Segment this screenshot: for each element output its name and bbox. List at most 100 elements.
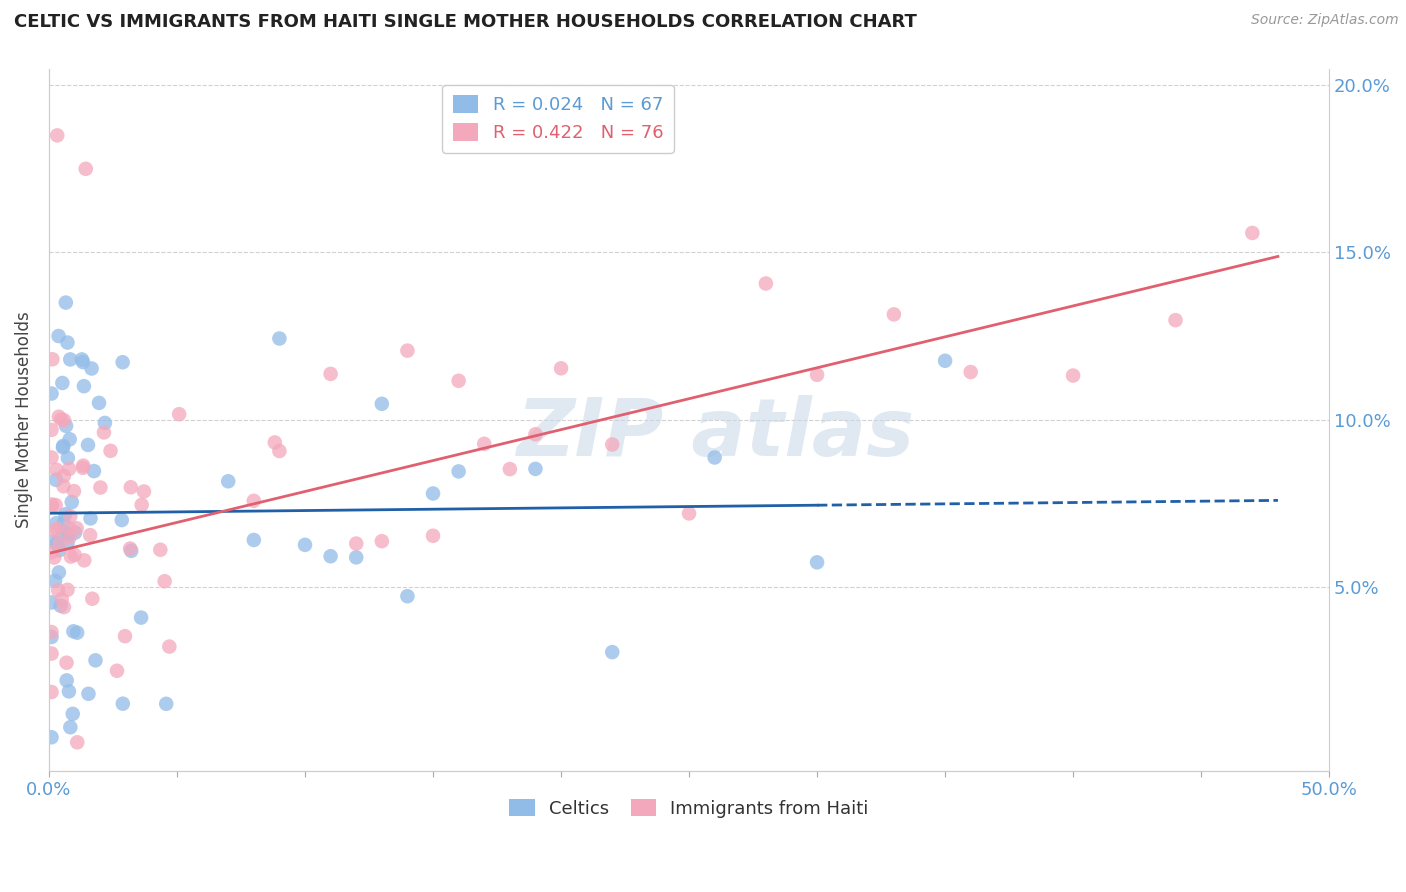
Point [73, 553, 96, 567]
Point [294, 538, 316, 552]
Point [48, 566, 70, 580]
Point [42, 534, 65, 549]
Point [46, 583, 69, 598]
Point [371, 534, 394, 549]
Point [55, 295, 77, 310]
Point [41, 731, 63, 745]
Point [155, 697, 177, 711]
Point [53, 413, 76, 427]
Point [45, 463, 67, 477]
Point [44, 550, 66, 565]
Point [41, 499, 63, 513]
Point [472, 437, 495, 451]
Point [82, 591, 104, 606]
Point [48, 543, 70, 558]
Point [1164, 313, 1187, 327]
Point [111, 697, 134, 711]
Point [344, 536, 367, 550]
Point [41, 352, 63, 367]
Point [48, 409, 70, 424]
Point [111, 355, 134, 369]
Point [1062, 368, 1084, 383]
Point [72, 458, 94, 473]
Point [45, 473, 67, 487]
Point [63, 525, 86, 540]
Point [243, 493, 266, 508]
Point [41, 647, 63, 661]
Point [44, 524, 66, 538]
Point [422, 529, 444, 543]
Point [51, 592, 73, 607]
Point [129, 610, 152, 624]
Point [53, 508, 76, 522]
Point [48, 536, 70, 550]
Point [41, 595, 63, 609]
Point [883, 307, 905, 321]
Y-axis label: Single Mother Households: Single Mother Households [15, 311, 32, 528]
Point [959, 365, 981, 379]
Point [45, 498, 67, 512]
Point [51, 412, 73, 426]
Point [93, 425, 115, 440]
Point [89, 481, 111, 495]
Point [806, 368, 828, 382]
Point [41, 386, 63, 401]
Point [52, 525, 75, 540]
Point [41, 630, 63, 644]
Point [41, 685, 63, 699]
Point [59, 720, 82, 734]
Point [72, 460, 94, 475]
Point [70, 352, 93, 367]
Point [77, 687, 100, 701]
Point [703, 450, 725, 465]
Point [120, 541, 142, 556]
Point [77, 438, 100, 452]
Point [41, 625, 63, 640]
Point [105, 664, 128, 678]
Point [65, 521, 87, 535]
Point [55, 656, 77, 670]
Point [52, 439, 75, 453]
Point [59, 530, 82, 544]
Point [806, 555, 828, 569]
Point [167, 407, 190, 421]
Point [217, 475, 239, 489]
Point [396, 589, 419, 603]
Point [499, 462, 522, 476]
Point [149, 542, 172, 557]
Point [111, 513, 134, 527]
Point [524, 427, 547, 442]
Point [371, 397, 394, 411]
Point [58, 527, 80, 541]
Text: ZIP atlas: ZIP atlas [516, 394, 914, 473]
Point [48, 329, 70, 343]
Point [524, 462, 547, 476]
Point [51, 376, 73, 390]
Point [1241, 226, 1264, 240]
Point [80, 361, 103, 376]
Point [66, 625, 89, 640]
Point [52, 468, 75, 483]
Point [550, 361, 572, 376]
Point [59, 352, 82, 367]
Point [396, 343, 419, 358]
Point [269, 332, 291, 346]
Point [56, 450, 79, 465]
Point [132, 484, 155, 499]
Point [243, 533, 266, 547]
Point [157, 640, 180, 654]
Point [600, 437, 623, 451]
Legend: Celtics, Immigrants from Haiti: Celtics, Immigrants from Haiti [502, 791, 876, 825]
Point [66, 735, 89, 749]
Point [422, 486, 444, 500]
Point [83, 464, 105, 478]
Point [55, 418, 77, 433]
Point [84, 653, 107, 667]
Point [153, 574, 176, 589]
Point [447, 374, 470, 388]
Text: Source: ZipAtlas.com: Source: ZipAtlas.com [1251, 13, 1399, 28]
Point [62, 624, 84, 639]
Point [79, 511, 101, 525]
Point [59, 549, 82, 564]
Point [678, 507, 700, 521]
